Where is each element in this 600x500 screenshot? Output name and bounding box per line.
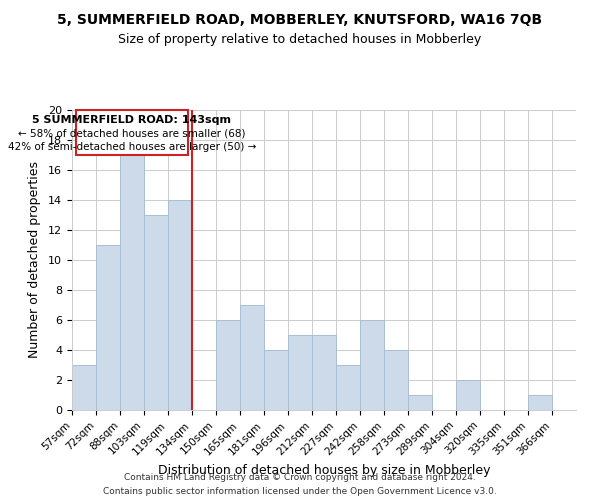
Text: 42% of semi-detached houses are larger (50) →: 42% of semi-detached houses are larger (… [8,142,256,152]
Bar [120,155,144,410]
X-axis label: Distribution of detached houses by size in Mobberley: Distribution of detached houses by size … [158,464,490,476]
Text: 5, SUMMERFIELD ROAD, MOBBERLEY, KNUTSFORD, WA16 7QB: 5, SUMMERFIELD ROAD, MOBBERLEY, KNUTSFOR… [58,12,542,26]
Y-axis label: Number of detached properties: Number of detached properties [28,162,41,358]
Bar [312,335,336,410]
Bar [96,245,120,410]
Bar [288,335,312,410]
Bar [240,305,264,410]
Bar [336,365,360,410]
Bar [360,320,384,410]
Text: ← 58% of detached houses are smaller (68): ← 58% of detached houses are smaller (68… [18,128,246,138]
Bar [528,395,552,410]
Bar [384,350,408,410]
Bar [72,365,96,410]
Bar [168,200,192,410]
Bar [216,320,240,410]
Bar [456,380,480,410]
Bar [264,350,288,410]
FancyBboxPatch shape [76,110,188,155]
Bar [144,215,168,410]
Text: Contains public sector information licensed under the Open Government Licence v3: Contains public sector information licen… [103,488,497,496]
Bar [408,395,432,410]
Text: Contains HM Land Registry data © Crown copyright and database right 2024.: Contains HM Land Registry data © Crown c… [124,472,476,482]
Text: Size of property relative to detached houses in Mobberley: Size of property relative to detached ho… [118,32,482,46]
Text: 5 SUMMERFIELD ROAD: 143sqm: 5 SUMMERFIELD ROAD: 143sqm [32,116,232,125]
